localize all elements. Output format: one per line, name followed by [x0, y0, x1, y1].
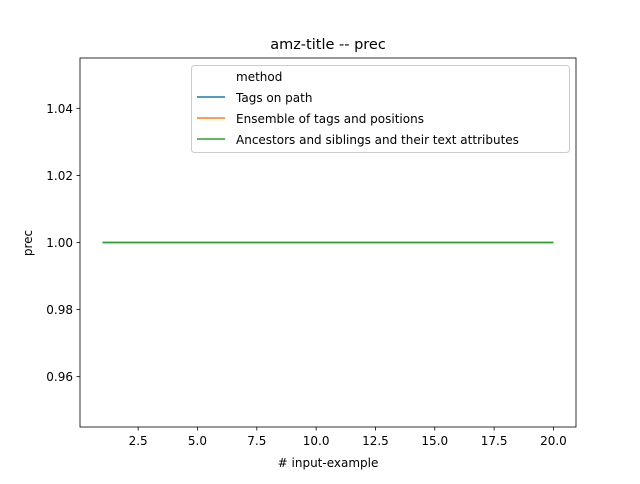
x-axis: 2.5 5.0 7.5 10.0 12.5 15.0 17.5 20.0	[129, 427, 567, 448]
y-tick-label: 0.96	[46, 370, 73, 384]
y-tick-label: 0.98	[46, 303, 73, 317]
x-tick-label: 20.0	[540, 434, 567, 448]
y-axis: 0.96 0.98 1.00 1.02 1.04	[46, 102, 80, 384]
chart-title: amz-title -- prec	[270, 37, 386, 53]
legend-label-ancestors: Ancestors and siblings and their text at…	[236, 133, 519, 147]
x-tick-label: 7.5	[247, 434, 266, 448]
x-tick-label: 17.5	[481, 434, 508, 448]
legend: method Tags on path Ensemble of tags and…	[191, 65, 570, 153]
x-tick-label: 10.0	[303, 434, 330, 448]
y-tick-label: 1.04	[46, 102, 73, 116]
legend-box	[191, 65, 570, 153]
legend-label-tags-on-path: Tags on path	[235, 91, 312, 105]
legend-title: method	[236, 70, 282, 84]
x-tick-label: 2.5	[129, 434, 148, 448]
x-tick-label: 15.0	[421, 434, 448, 448]
x-tick-label: 5.0	[188, 434, 207, 448]
legend-label-ensemble: Ensemble of tags and positions	[236, 112, 424, 126]
x-axis-label: # input-example	[278, 456, 379, 470]
y-axis-label: prec	[21, 230, 35, 256]
y-tick-label: 1.02	[46, 169, 73, 183]
x-tick-label: 12.5	[362, 434, 389, 448]
y-tick-label: 1.00	[46, 236, 73, 250]
